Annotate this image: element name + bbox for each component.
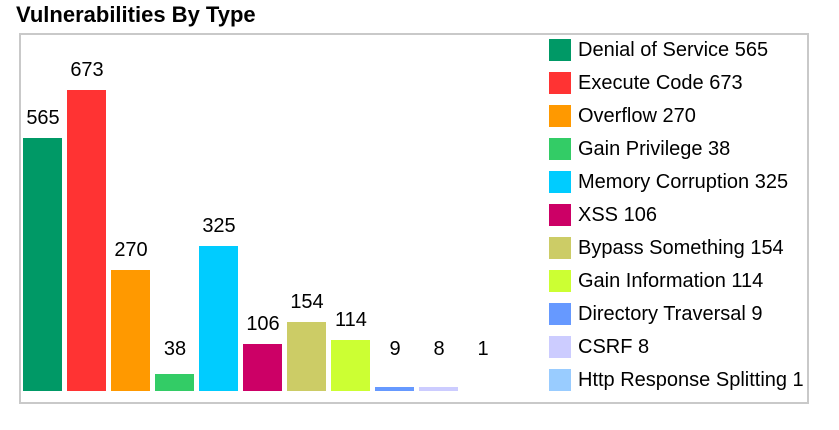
- legend-item-gain-information: Gain Information 114: [549, 270, 763, 292]
- legend-label-denial-of-service: Denial of Service 565: [578, 39, 769, 61]
- legend-item-denial-of-service: Denial of Service 565: [549, 39, 768, 61]
- bar-value-overflow: 270: [114, 239, 148, 261]
- legend-item-csrf: CSRF 8: [549, 336, 649, 358]
- legend-item-bypass-something: Bypass Something 154: [549, 237, 784, 259]
- legend-label-directory-traversal: Directory Traversal 9: [578, 303, 763, 325]
- legend-item-overflow: Overflow 270: [549, 105, 696, 127]
- legend-swatch-overflow: [549, 105, 571, 127]
- bar-execute-code: [67, 90, 106, 391]
- bar-bypass-something: [287, 322, 326, 391]
- legend-item-execute-code: Execute Code 673: [549, 72, 743, 94]
- bar-value-gain-privilege: 38: [163, 338, 187, 360]
- legend-swatch-execute-code: [549, 72, 571, 94]
- bar-xss: [243, 344, 282, 391]
- bar-value-xss: 106: [246, 313, 280, 335]
- legend-swatch-gain-information: [549, 270, 571, 292]
- bar-value-csrf: 8: [433, 338, 445, 360]
- legend-label-execute-code: Execute Code 673: [578, 72, 743, 94]
- bar-value-denial-of-service: 565: [26, 107, 60, 129]
- bar-gain-information: [331, 340, 370, 391]
- bar-denial-of-service: [23, 138, 62, 391]
- chart-container: 565 673 270 38 325 106 154 114 9 8 1 Denial of Ser…: [19, 33, 809, 404]
- legend-item-memory-corruption: Memory Corruption 325: [549, 171, 788, 193]
- legend-label-xss: XSS 106: [578, 204, 657, 226]
- legend-swatch-csrf: [549, 336, 571, 358]
- legend-item-http-response-splitting: Http Response Splitting 1: [549, 369, 804, 391]
- legend-swatch-memory-corruption: [549, 171, 571, 193]
- bar-value-gain-information: 114: [335, 309, 367, 331]
- legend-item-xss: XSS 106: [549, 204, 657, 226]
- legend-label-gain-information: Gain Information 114: [578, 270, 764, 292]
- legend-item-directory-traversal: Directory Traversal 9: [549, 303, 763, 325]
- legend-label-bypass-something: Bypass Something 154: [578, 237, 784, 259]
- legend-label-http-response-splitting: Http Response Splitting 1: [578, 369, 804, 391]
- legend-swatch-gain-privilege: [549, 138, 571, 160]
- legend-item-gain-privilege: Gain Privilege 38: [549, 138, 730, 160]
- bar-csrf: [419, 387, 458, 391]
- chart-title: Vulnerabilities By Type: [16, 2, 256, 27]
- bar-value-memory-corruption: 325: [202, 215, 236, 237]
- chart-legend: Denial of Service 565 Execute Code 673 Ove…: [549, 35, 809, 402]
- bar-value-http-response-splitting: 1: [477, 338, 489, 360]
- legend-label-memory-corruption: Memory Corruption 325: [578, 171, 789, 193]
- bar-gain-privilege: [155, 374, 194, 391]
- bar-directory-traversal: [375, 387, 414, 391]
- bar-value-directory-traversal: 9: [389, 338, 401, 360]
- bar-overflow: [111, 270, 150, 391]
- legend-swatch-directory-traversal: [549, 303, 571, 325]
- legend-swatch-denial-of-service: [549, 39, 571, 61]
- legend-label-csrf: CSRF 8: [578, 336, 650, 358]
- legend-label-overflow: Overflow 270: [578, 105, 696, 127]
- legend-swatch-xss: [549, 204, 571, 226]
- plot-area: 565 673 270 38 325 106 154 114 9 8 1: [21, 35, 807, 402]
- legend-swatch-http-response-splitting: [549, 369, 571, 391]
- legend-swatch-bypass-something: [549, 237, 571, 259]
- bar-value-execute-code: 673: [70, 59, 104, 81]
- bar-value-bypass-something: 154: [290, 291, 324, 313]
- legend-label-gain-privilege: Gain Privilege 38: [578, 138, 731, 160]
- bar-memory-corruption: [199, 246, 238, 391]
